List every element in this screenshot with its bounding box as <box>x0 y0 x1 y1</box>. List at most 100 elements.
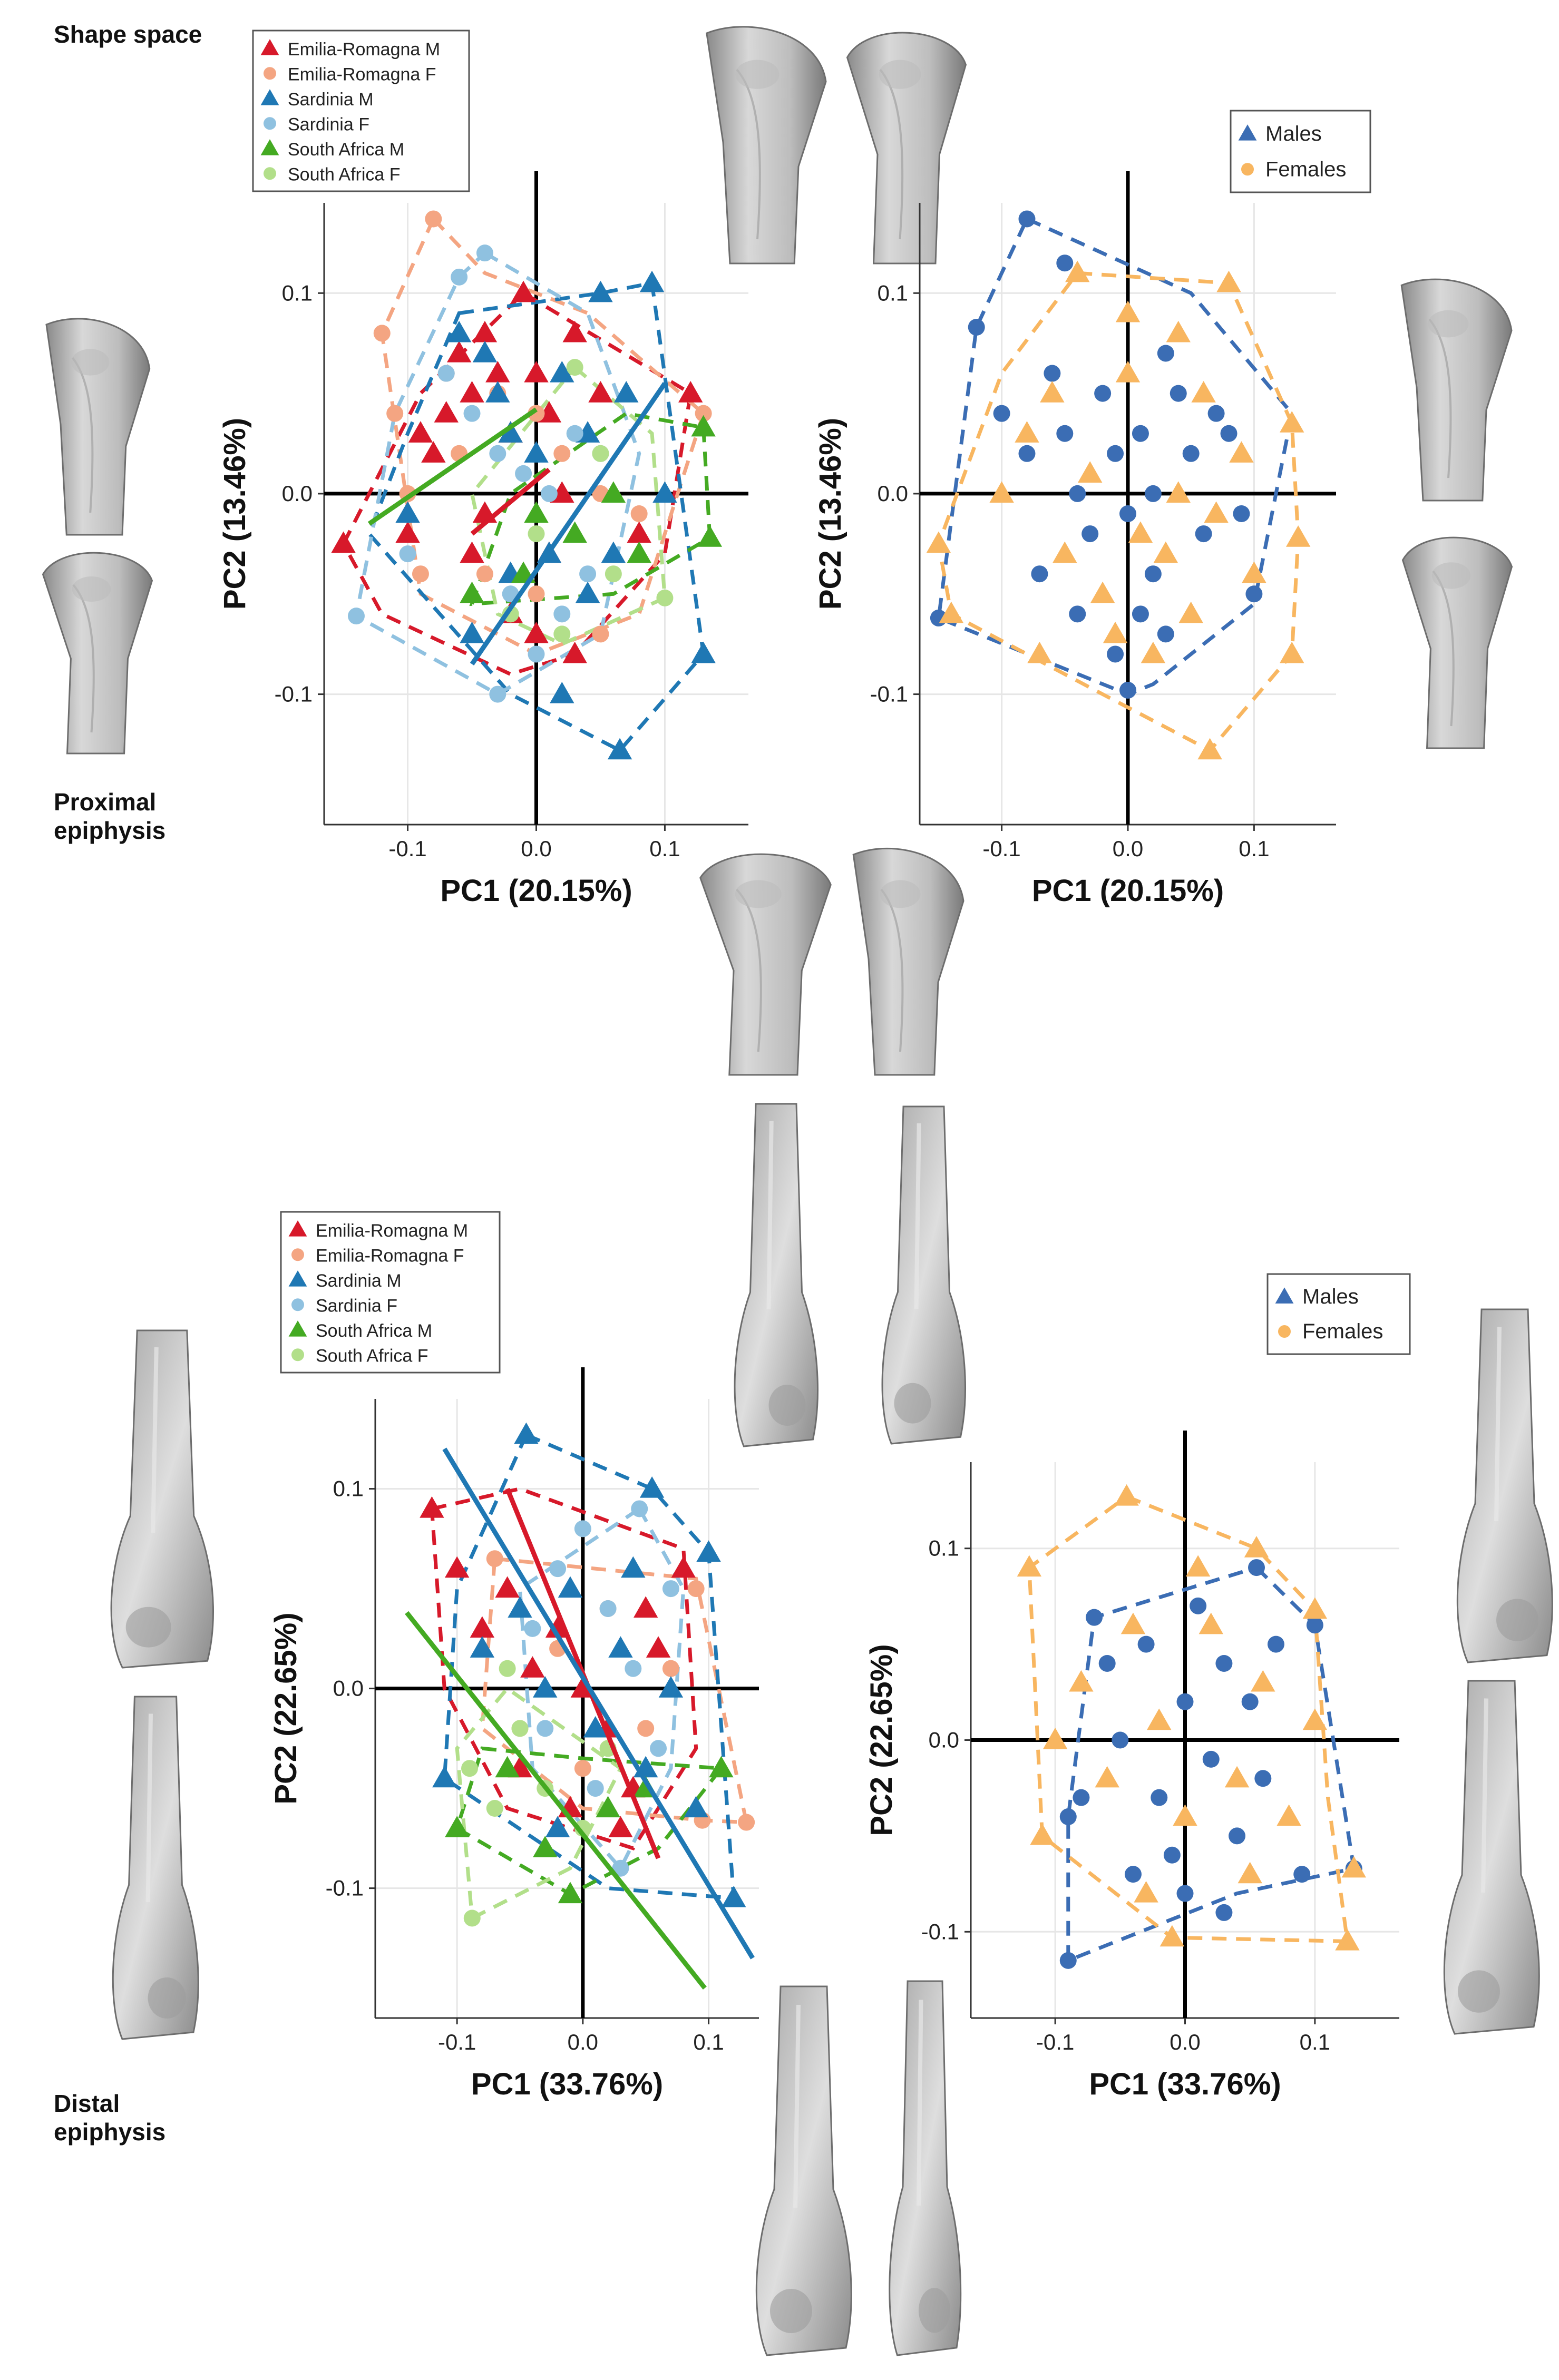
data-point <box>553 445 571 462</box>
data-point <box>399 545 416 563</box>
data-point <box>579 565 597 583</box>
data-point <box>524 1620 541 1637</box>
data-point <box>528 405 545 422</box>
data-point <box>1335 1928 1360 1951</box>
hull-sardinia-m <box>442 1432 736 1901</box>
data-point <box>489 685 506 703</box>
x-tick-label: 0.1 <box>693 2030 724 2054</box>
data-point <box>631 1500 648 1517</box>
data-point <box>545 1816 570 1838</box>
data-point <box>425 210 442 228</box>
bone-distal-right-2 <box>1443 1680 1540 2035</box>
data-point <box>1107 445 1124 462</box>
figure-title: Shape space <box>54 21 202 48</box>
legend: Males Females <box>1266 1273 1411 1355</box>
legend-marker <box>264 167 276 180</box>
data-point <box>1229 441 1254 463</box>
data-point <box>432 1766 457 1788</box>
series-south-africa-m <box>460 415 723 603</box>
data-point <box>939 601 964 623</box>
series-females <box>926 260 1311 760</box>
data-point <box>1176 1885 1194 1902</box>
data-point <box>691 641 716 663</box>
bone-proximal-top-left <box>706 26 827 265</box>
legend-marker <box>264 67 276 80</box>
data-point <box>463 1909 481 1927</box>
regression-line-sardinia-m <box>470 382 667 666</box>
data-point <box>1098 1654 1116 1672</box>
legend: Emilia-Romagna M Emilia-Romagna F Sardinia… <box>252 30 470 192</box>
data-point <box>528 585 545 603</box>
y-tick-label: -0.1 <box>870 682 908 707</box>
series-sardinia-f <box>524 1500 679 1877</box>
data-point <box>434 401 459 423</box>
hull-emilia-romagna-f <box>380 216 706 657</box>
data-point <box>421 441 446 463</box>
data-point <box>691 415 716 437</box>
data-point <box>537 1720 554 1737</box>
data-point <box>520 1656 545 1678</box>
data-point <box>476 565 493 583</box>
data-point <box>588 280 613 302</box>
data-point <box>684 1796 708 1818</box>
data-point <box>1248 1559 1265 1576</box>
legend-box <box>1266 1273 1411 1355</box>
x-tick-label: 0.0 <box>521 836 551 861</box>
data-point <box>1073 1789 1090 1806</box>
data-point <box>601 481 626 503</box>
data-point <box>662 1660 679 1677</box>
data-point <box>1215 1654 1233 1672</box>
data-point <box>408 421 433 443</box>
data-point <box>444 1556 470 1578</box>
data-point <box>1132 425 1149 442</box>
legend-box <box>252 30 470 192</box>
legend-marker <box>1241 163 1254 176</box>
data-point <box>1204 501 1229 523</box>
data-point <box>1095 1766 1119 1788</box>
bone-distal-left-1 <box>110 1329 214 1669</box>
data-point <box>1166 320 1191 342</box>
legend-marker <box>1238 124 1257 141</box>
data-point <box>605 565 622 583</box>
data-point <box>1163 1846 1181 1864</box>
bone-proximal-right-2 <box>1401 536 1513 749</box>
data-point <box>566 425 583 442</box>
data-point <box>608 1636 633 1658</box>
data-point <box>460 541 484 563</box>
data-point <box>1280 411 1304 433</box>
x-axis-title: PC1 (33.76%) <box>471 2067 663 2101</box>
legend-marker <box>291 1298 304 1311</box>
x-axis-title: PC1 (33.76%) <box>1089 2067 1281 2101</box>
data-point <box>968 319 985 336</box>
data-point <box>1053 541 1077 563</box>
series-sardinia-m <box>432 1422 746 1907</box>
data-point <box>1056 254 1074 272</box>
data-point <box>1147 1708 1172 1730</box>
regression-line-sardinia-m <box>442 1447 755 1960</box>
y-tick-label: -0.1 <box>921 1919 959 1944</box>
data-point <box>1040 381 1065 403</box>
data-point <box>486 1550 503 1568</box>
data-point <box>1103 621 1128 643</box>
legend-marker <box>291 1248 304 1261</box>
data-point <box>533 1836 558 1857</box>
y-tick-label: -0.1 <box>326 1876 364 1901</box>
series-south-africa-m <box>444 1756 734 1904</box>
data-point <box>524 621 549 643</box>
bone-distal-right-1 <box>1456 1308 1553 1663</box>
data-point <box>1267 1635 1284 1653</box>
y-tick-label: 0.1 <box>929 1536 959 1561</box>
data-point <box>696 1540 721 1562</box>
data-point <box>347 608 365 625</box>
data-point <box>463 405 481 422</box>
bone-proximal-top-right <box>846 32 967 265</box>
data-point <box>373 325 391 342</box>
data-point <box>524 441 549 463</box>
data-point <box>627 541 651 563</box>
data-point <box>524 360 549 383</box>
x-tick-label: 0.1 <box>1239 836 1269 861</box>
x-tick-label: 0.0 <box>1113 836 1143 861</box>
data-point <box>395 521 420 543</box>
regression-line-emilia-romagna-m <box>470 467 551 536</box>
